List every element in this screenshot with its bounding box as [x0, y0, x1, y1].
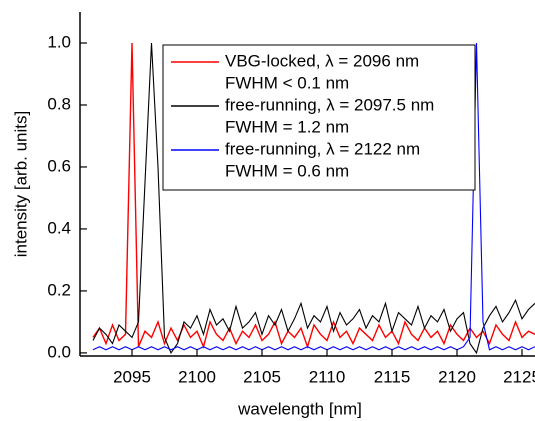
y-tick-label: 1.0 [47, 32, 71, 51]
legend-label: free-running, λ = 2122 nm [225, 139, 420, 158]
x-tick-label: 2105 [243, 367, 281, 386]
legend-label: free-running, λ = 2097.5 nm [225, 95, 434, 114]
x-tick-label: 2120 [438, 367, 476, 386]
plot-area [92, 42, 535, 355]
x-tick-label: 2115 [374, 367, 411, 386]
x-axis-label: wavelength [nm] [237, 399, 362, 418]
y-tick-label: 0.4 [47, 218, 71, 237]
y-tick-label: 0.6 [47, 156, 71, 175]
legend-box [162, 44, 476, 191]
series-line [92, 42, 535, 351]
legend-fwhm: FWHM = 1.2 nm [225, 117, 349, 136]
legend-fwhm: FWHM < 0.1 nm [225, 73, 349, 92]
y-axis-label: intensity [arb. units] [11, 111, 30, 257]
x-tick-label: 2100 [178, 367, 216, 386]
series-line [92, 42, 535, 349]
y-tick-label: 0.8 [47, 94, 71, 113]
y-tick-label: 0.0 [47, 342, 71, 361]
legend-fwhm: FWHM = 0.6 nm [225, 161, 349, 180]
x-tick-label: 2110 [309, 367, 346, 386]
series-line [92, 42, 535, 355]
legend-label: VBG-locked, λ = 2096 nm [225, 51, 419, 70]
x-tick-label: 2095 [113, 367, 151, 386]
y-tick-label: 0.2 [47, 280, 71, 299]
x-tick-label: 2125 [503, 367, 535, 386]
